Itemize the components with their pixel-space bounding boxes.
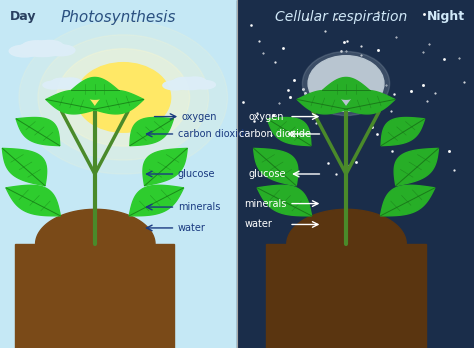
Polygon shape	[6, 185, 60, 216]
Circle shape	[302, 52, 390, 116]
Ellipse shape	[9, 45, 40, 57]
Polygon shape	[130, 118, 173, 146]
Polygon shape	[71, 78, 118, 99]
Polygon shape	[2, 148, 46, 186]
Text: carbon dioxide: carbon dioxide	[239, 129, 311, 139]
Circle shape	[308, 56, 384, 111]
Ellipse shape	[19, 41, 66, 57]
Circle shape	[38, 35, 209, 160]
Text: minerals: minerals	[244, 199, 286, 208]
Text: glucose: glucose	[249, 169, 286, 179]
Circle shape	[76, 63, 171, 132]
Polygon shape	[381, 118, 425, 146]
Bar	[0, 0, 237, 348]
Polygon shape	[381, 185, 435, 216]
Text: glucose: glucose	[178, 169, 215, 179]
Ellipse shape	[50, 78, 83, 89]
Ellipse shape	[46, 45, 75, 56]
Bar	[266, 244, 426, 348]
Polygon shape	[394, 148, 438, 186]
Bar	[237, 0, 474, 348]
Polygon shape	[345, 90, 395, 114]
Text: Day: Day	[9, 10, 36, 23]
Ellipse shape	[69, 81, 89, 88]
Bar	[15, 244, 174, 348]
Circle shape	[57, 49, 190, 146]
Ellipse shape	[171, 78, 209, 89]
Text: Night: Night	[427, 10, 465, 23]
Polygon shape	[267, 118, 311, 146]
Text: water: water	[178, 223, 206, 233]
Polygon shape	[16, 118, 60, 146]
Polygon shape	[46, 90, 96, 114]
Text: Photosynthesis: Photosynthesis	[61, 10, 176, 25]
Text: oxygen: oxygen	[249, 112, 284, 121]
Ellipse shape	[192, 80, 215, 89]
Text: carbon dioxide: carbon dioxide	[178, 129, 250, 139]
Ellipse shape	[185, 77, 206, 86]
Ellipse shape	[173, 78, 194, 86]
Text: minerals: minerals	[178, 202, 220, 212]
Ellipse shape	[52, 78, 71, 86]
Polygon shape	[257, 185, 311, 216]
Ellipse shape	[62, 78, 81, 85]
Text: water: water	[244, 220, 272, 229]
Ellipse shape	[43, 81, 64, 89]
Polygon shape	[129, 185, 183, 216]
Circle shape	[19, 21, 228, 174]
Polygon shape	[297, 90, 347, 114]
Ellipse shape	[36, 40, 63, 52]
Polygon shape	[143, 148, 187, 186]
Text: Cellular respiration: Cellular respiration	[275, 10, 408, 24]
Polygon shape	[93, 90, 144, 114]
Text: oxygen: oxygen	[182, 112, 217, 121]
Polygon shape	[322, 78, 370, 99]
Ellipse shape	[163, 81, 188, 90]
Polygon shape	[254, 148, 298, 186]
Ellipse shape	[22, 41, 48, 52]
